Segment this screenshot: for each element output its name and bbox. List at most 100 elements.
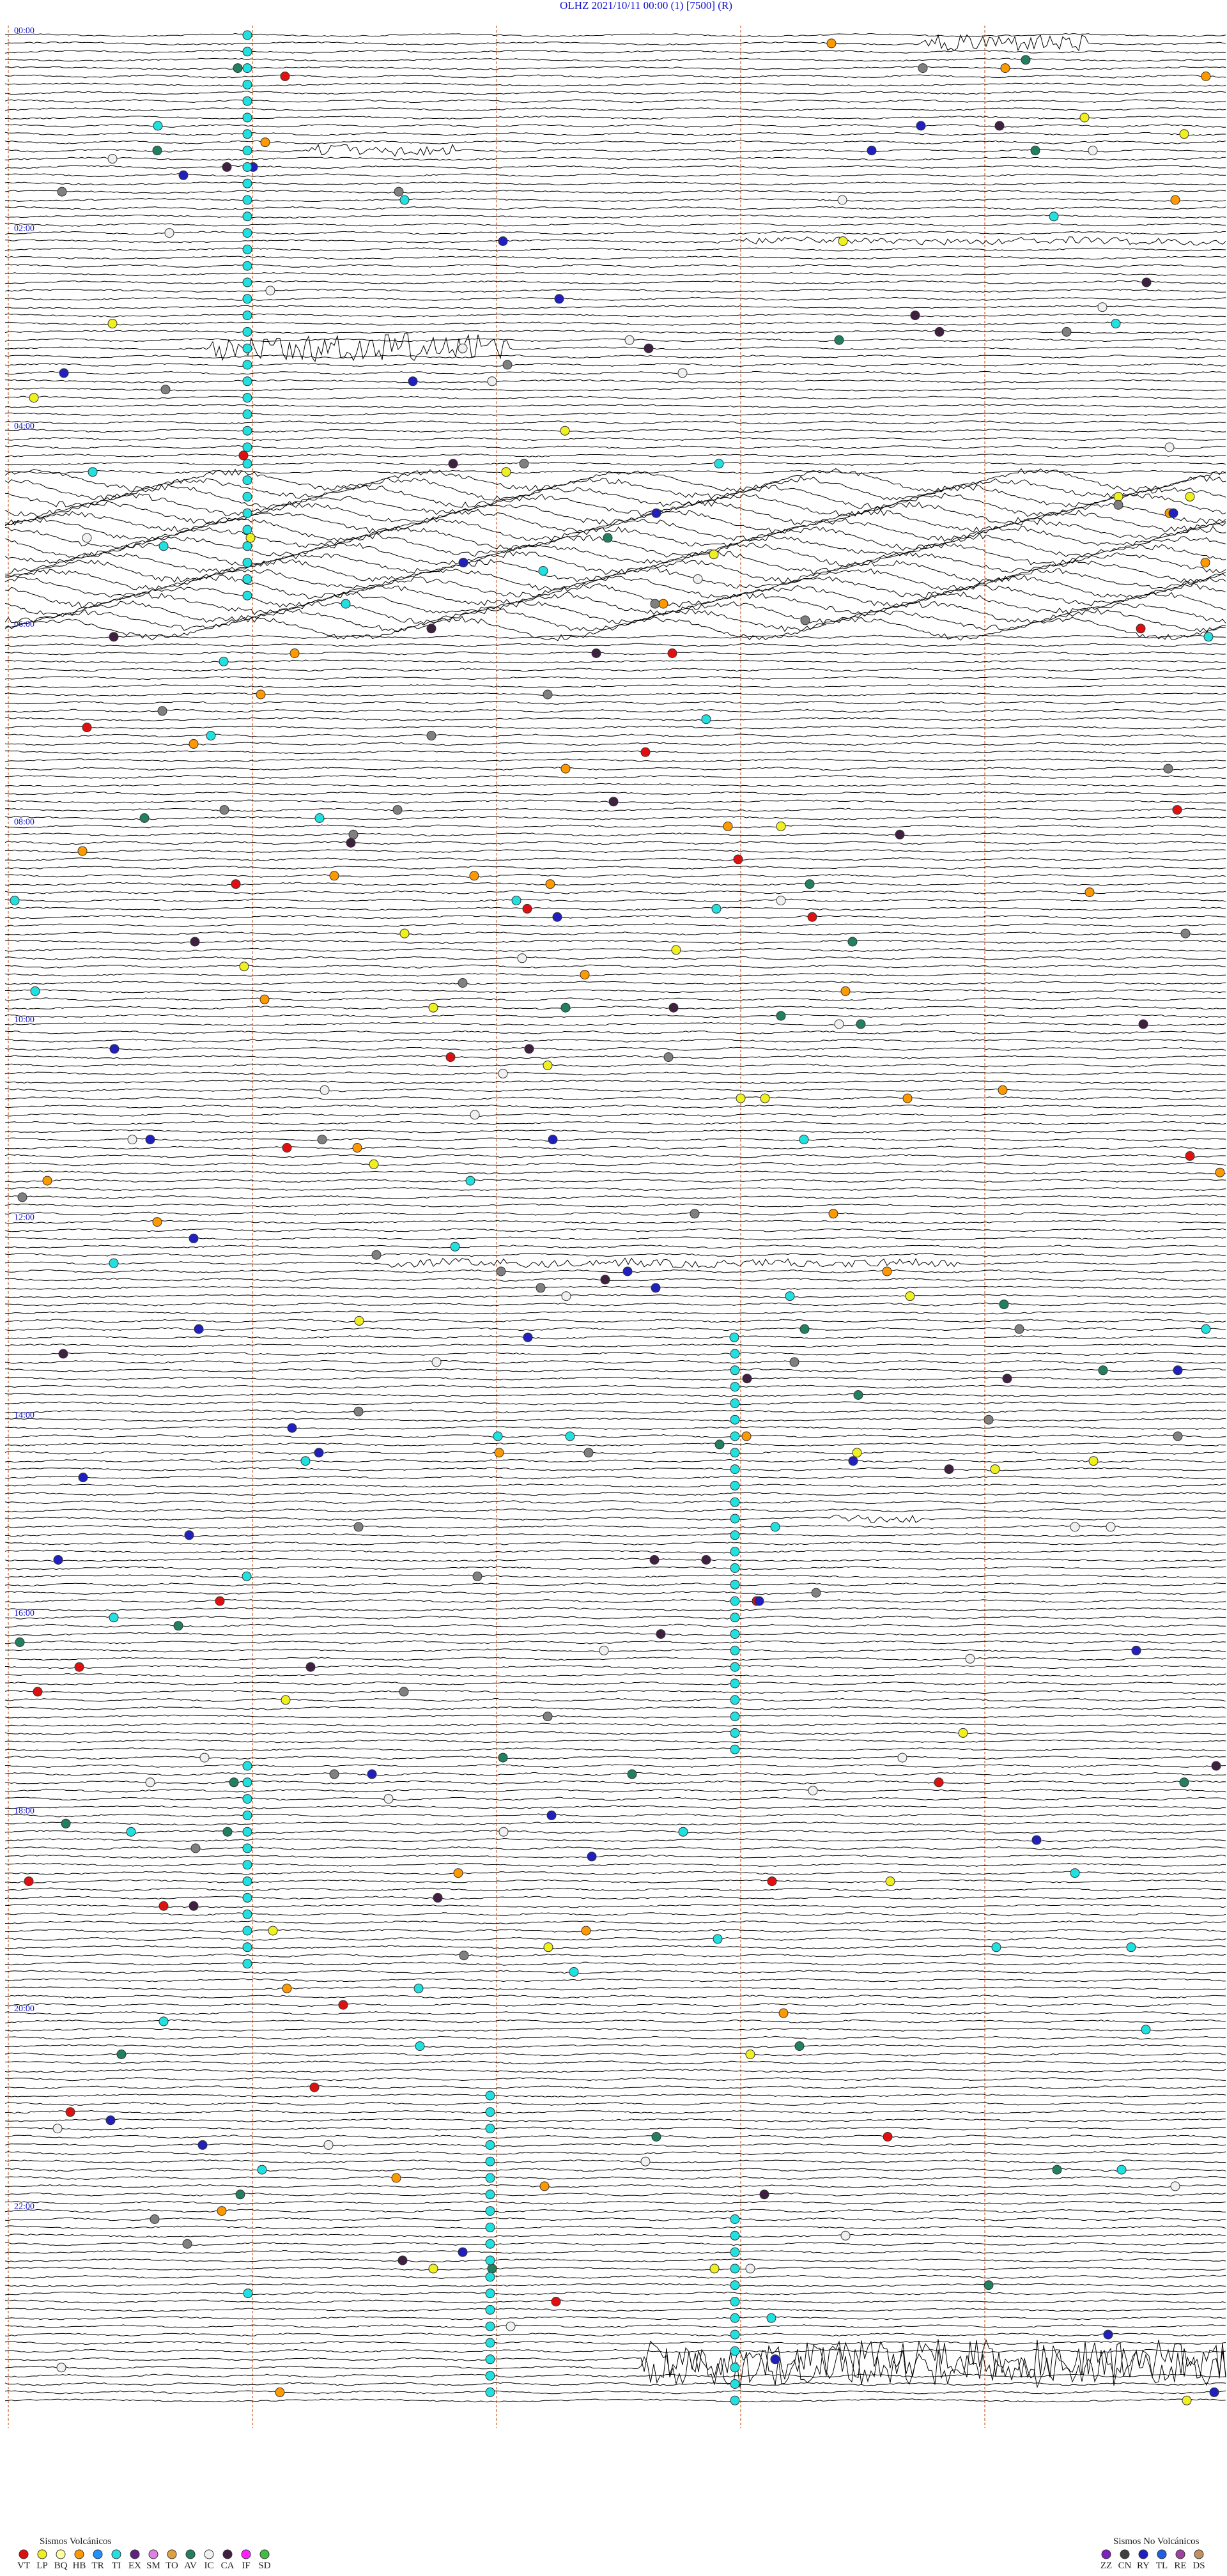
trace bbox=[4, 429, 1226, 433]
legend-swatch bbox=[222, 2549, 233, 2559]
trace bbox=[4, 2339, 1226, 2380]
event-marker bbox=[1200, 558, 1210, 568]
trace bbox=[4, 1887, 1226, 1892]
event-marker bbox=[242, 162, 252, 172]
event-marker bbox=[242, 1761, 252, 1771]
event-marker bbox=[658, 599, 668, 609]
legend-swatch bbox=[204, 2549, 214, 2559]
event-marker bbox=[543, 1712, 553, 1722]
event-marker bbox=[910, 310, 920, 321]
trace bbox=[4, 1508, 1226, 1513]
trace bbox=[4, 1046, 1226, 1051]
trace bbox=[4, 1006, 1226, 1010]
legend-code: TR bbox=[91, 2561, 104, 2571]
legend-code: CN bbox=[1118, 2561, 1132, 2571]
event-marker bbox=[539, 2181, 550, 2191]
trace bbox=[4, 1524, 1226, 1529]
legend-code: HB bbox=[73, 2561, 86, 2571]
event-marker bbox=[242, 525, 252, 535]
event-marker bbox=[834, 335, 844, 345]
trace bbox=[4, 558, 1226, 583]
trace bbox=[4, 115, 1226, 120]
time-label: 10:00 bbox=[14, 1015, 35, 1025]
event-marker bbox=[867, 146, 877, 156]
time-label: 18:00 bbox=[14, 1806, 35, 1816]
legend-swatch bbox=[185, 2549, 196, 2559]
trace bbox=[4, 915, 1226, 919]
trace bbox=[4, 475, 1226, 501]
trace bbox=[4, 668, 1226, 672]
trace bbox=[4, 2398, 1226, 2403]
time-labels: 00:00 02:00 04:00 06:00 08:00 10:00 12:00 14:00… bbox=[14, 26, 35, 2212]
legend-code: EX bbox=[128, 2561, 141, 2571]
trace bbox=[4, 1450, 1226, 1455]
trace bbox=[4, 66, 1226, 70]
trace bbox=[4, 91, 1226, 95]
event-marker bbox=[242, 1892, 252, 1903]
event-marker bbox=[671, 945, 681, 955]
event-marker bbox=[517, 953, 527, 963]
trace bbox=[5, 2044, 1226, 2048]
event-marker bbox=[990, 1464, 1000, 1475]
trace bbox=[4, 165, 1226, 169]
event-marker bbox=[235, 2189, 245, 2200]
event-marker bbox=[1052, 2165, 1062, 2175]
trace bbox=[4, 1583, 1226, 1587]
event-marker bbox=[242, 541, 252, 551]
event-marker bbox=[730, 1464, 740, 1475]
event-marker bbox=[287, 1423, 297, 1433]
event-marker bbox=[546, 1810, 557, 1820]
event-marker bbox=[501, 467, 511, 477]
trace bbox=[5, 321, 1226, 326]
time-label: 04:00 bbox=[14, 422, 35, 431]
trace bbox=[4, 296, 1226, 301]
trace bbox=[4, 197, 1226, 203]
event-marker bbox=[1180, 928, 1191, 939]
trace bbox=[4, 395, 1226, 400]
event-marker bbox=[61, 1818, 71, 1828]
trace bbox=[4, 1879, 1226, 1883]
trace bbox=[4, 824, 1226, 829]
event-marker bbox=[1164, 442, 1175, 452]
event-marker bbox=[848, 1456, 858, 1466]
trace bbox=[4, 1936, 1226, 1942]
event-marker bbox=[730, 2230, 740, 2241]
trace bbox=[4, 709, 1226, 713]
event-marker bbox=[498, 1752, 508, 1763]
trace bbox=[4, 2316, 1226, 2320]
trace bbox=[4, 1335, 1226, 1340]
event-marker bbox=[729, 1332, 739, 1342]
event-marker bbox=[883, 2132, 893, 2142]
event-marker bbox=[1141, 277, 1152, 288]
event-marker bbox=[242, 294, 252, 304]
event-marker bbox=[1201, 72, 1211, 81]
event-marker bbox=[242, 1942, 252, 1952]
event-marker bbox=[650, 599, 660, 609]
event-marker bbox=[493, 1431, 503, 1441]
trace bbox=[5, 1673, 1226, 1678]
trace bbox=[4, 2266, 1226, 2271]
event-marker bbox=[742, 1374, 752, 1384]
event-marker bbox=[554, 294, 564, 304]
event-marker bbox=[1131, 1645, 1141, 1655]
event-marker bbox=[329, 871, 339, 881]
trace bbox=[4, 1096, 1226, 1101]
event-marker bbox=[730, 2264, 740, 2274]
trace bbox=[4, 1648, 1226, 1653]
trace bbox=[4, 470, 1226, 474]
event-marker bbox=[157, 706, 167, 716]
trace bbox=[4, 634, 1226, 639]
event-marker bbox=[730, 1530, 740, 1540]
time-label: 02:00 bbox=[14, 224, 35, 234]
trace bbox=[4, 1294, 1226, 1298]
event-marker bbox=[158, 541, 169, 551]
event-marker bbox=[153, 121, 163, 131]
event-marker bbox=[730, 1514, 740, 1524]
event-marker bbox=[184, 1530, 194, 1540]
event-marker bbox=[730, 1398, 740, 1408]
event-marker bbox=[58, 1349, 68, 1359]
event-marker bbox=[826, 38, 837, 49]
trace bbox=[4, 591, 1226, 617]
trace bbox=[4, 583, 1226, 609]
trace bbox=[4, 1837, 1226, 1843]
